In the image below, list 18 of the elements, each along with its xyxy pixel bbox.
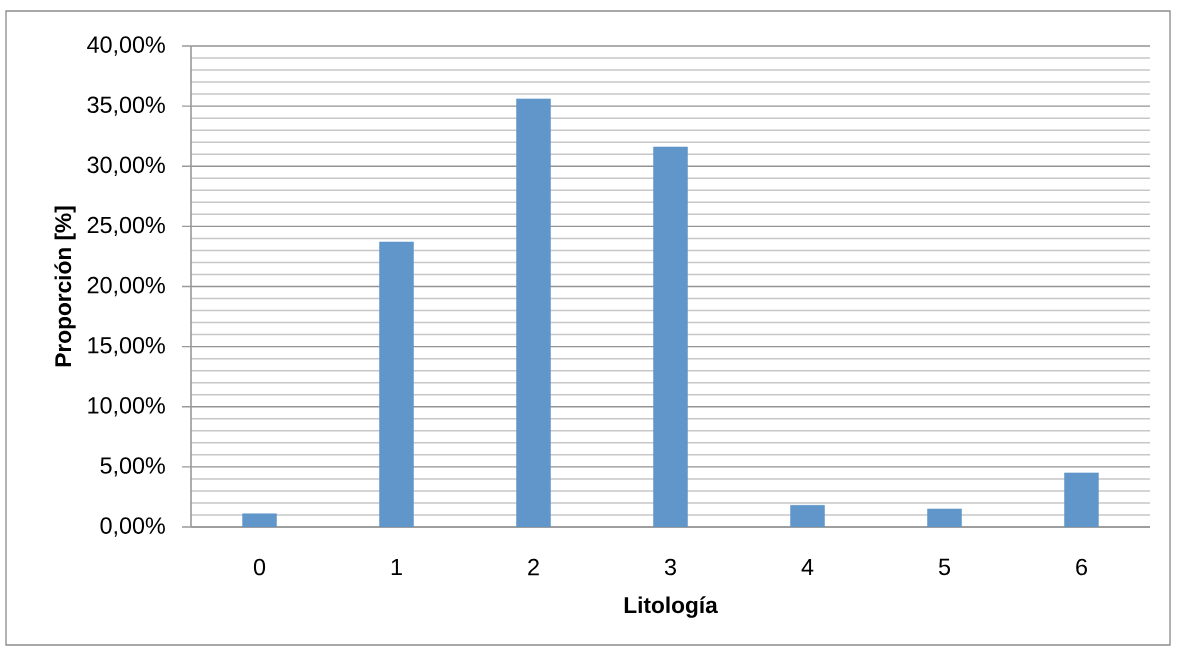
y-tick-label: 20,00% — [87, 276, 165, 297]
x-tick-label: 5 — [938, 558, 951, 576]
y-axis-title: Proporción [%] — [54, 206, 76, 367]
x-axis-title: Litología — [624, 596, 718, 618]
y-tick-label: 30,00% — [87, 156, 165, 176]
y-tick-label: 40,00% — [87, 36, 165, 56]
x-tick-label: 6 — [1076, 558, 1087, 576]
x-tick-label: 2 — [528, 558, 539, 576]
y-tick-label: 5,00% — [100, 457, 165, 477]
y-tick-label: 35,00% — [87, 96, 165, 116]
x-tick-label: 0 — [253, 558, 266, 576]
y-tick-label: 10,00% — [88, 397, 165, 417]
x-tick-label: 3 — [664, 558, 676, 576]
y-tick-label: 25,00% — [87, 216, 165, 237]
x-tick-label: 4 — [801, 558, 814, 576]
y-tick-label: 0,00% — [100, 517, 165, 537]
x-tick-label: 1 — [391, 558, 402, 576]
y-tick-label: 15,00% — [88, 336, 165, 357]
